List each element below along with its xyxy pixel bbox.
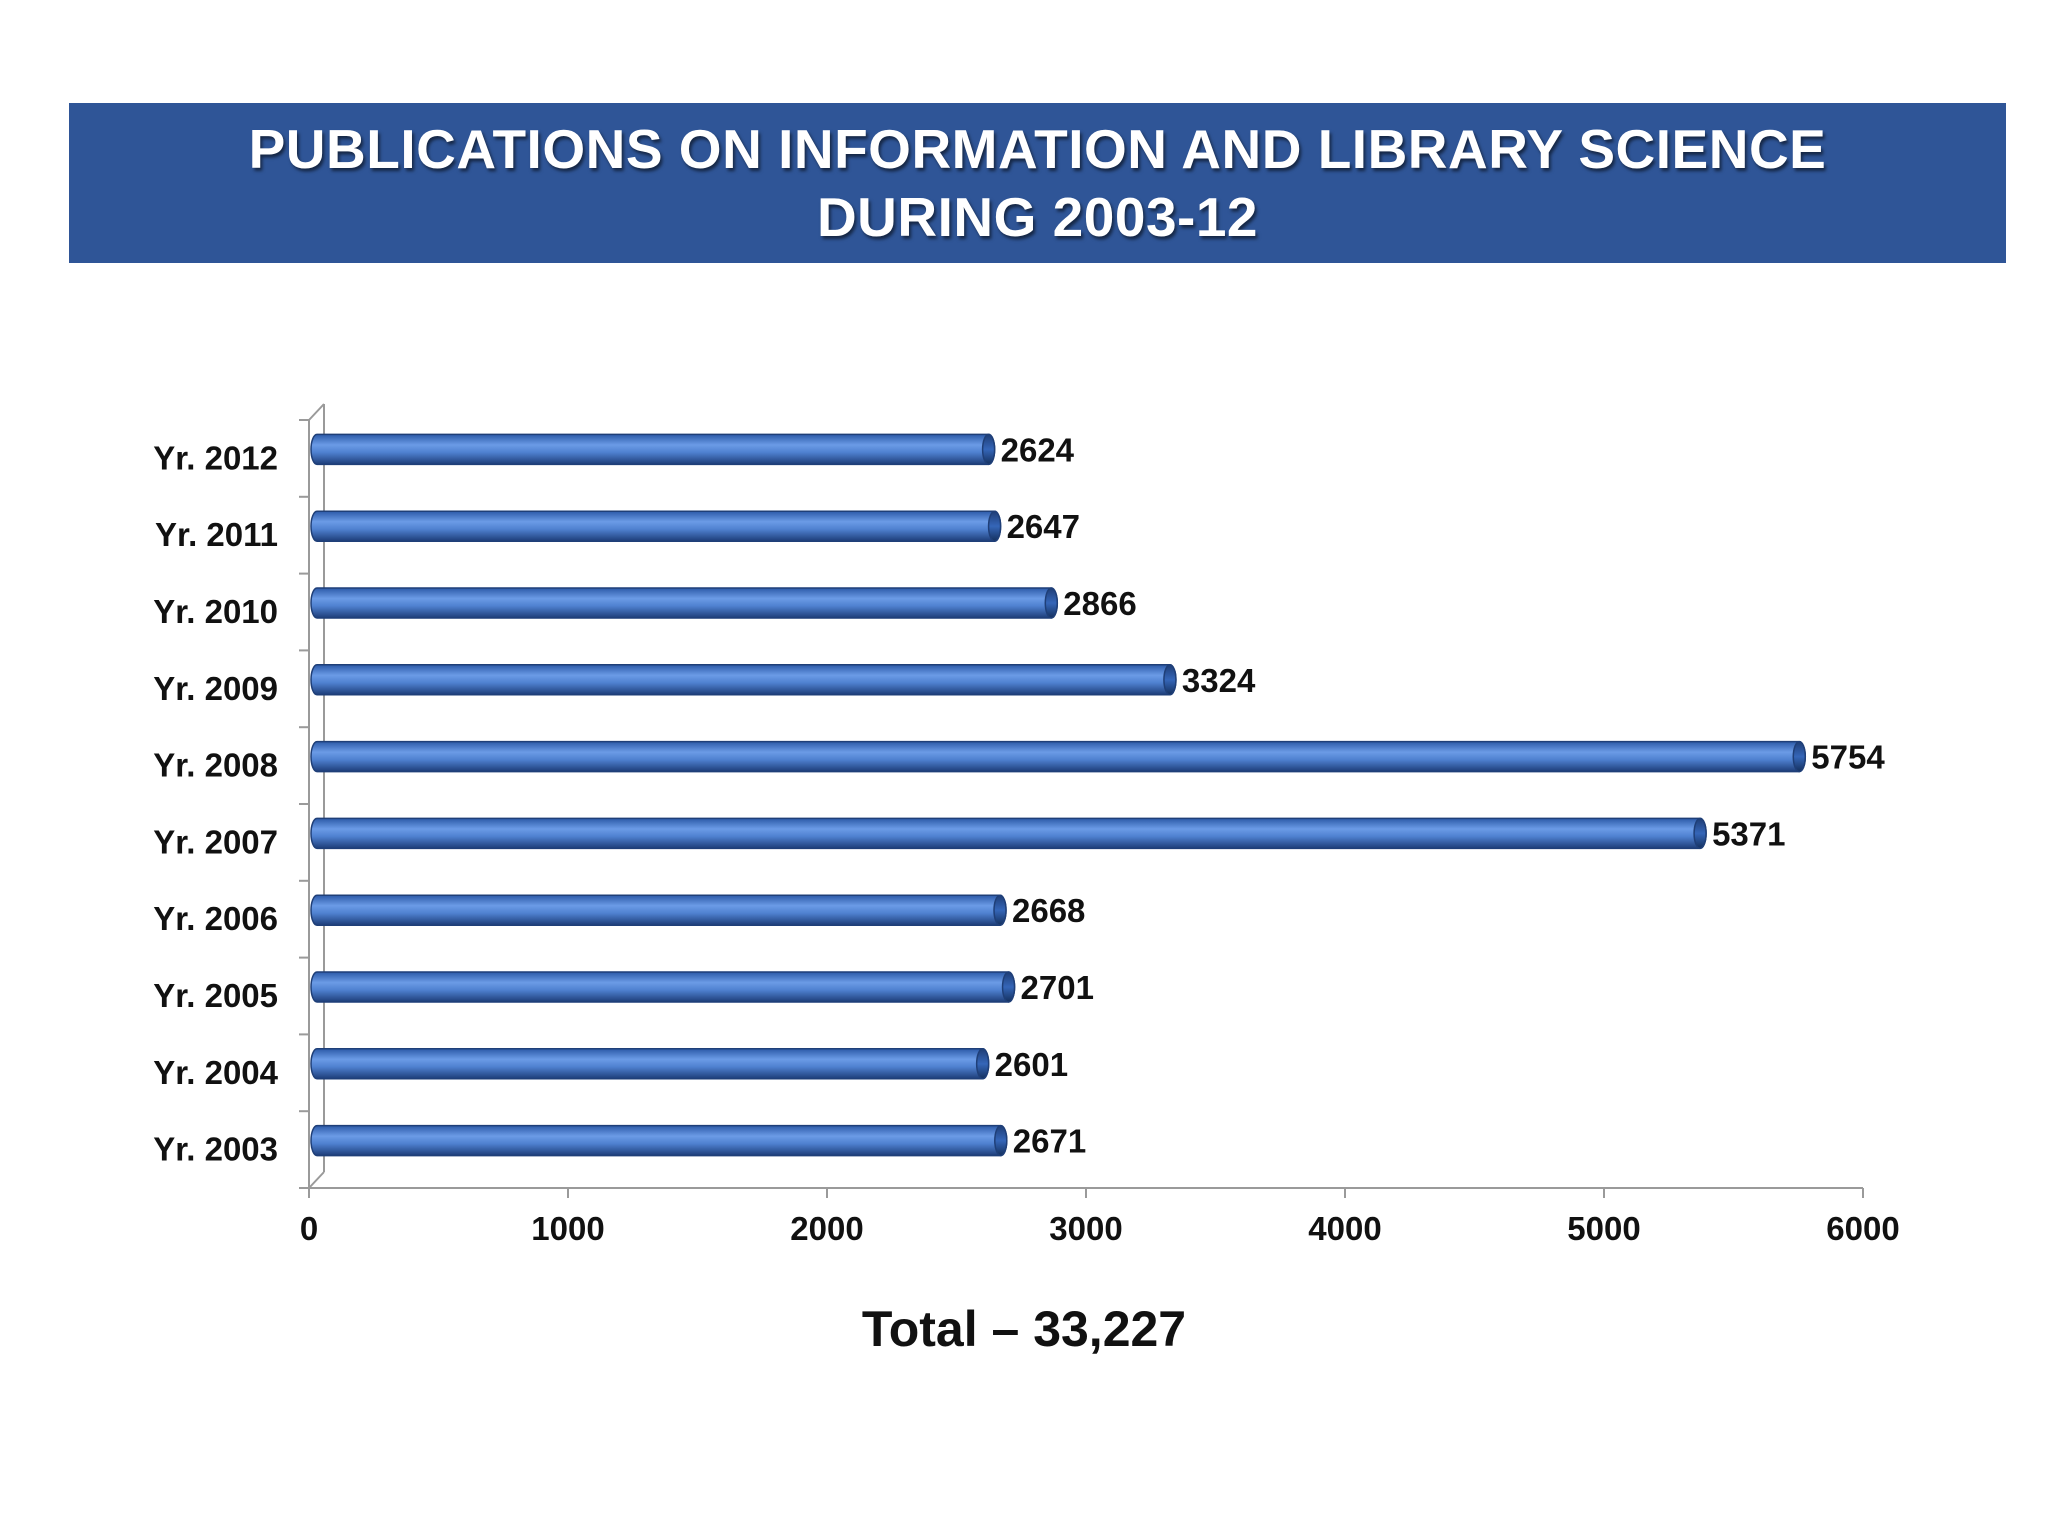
bar-end-cap <box>1001 971 1016 1003</box>
title-banner: PUBLICATIONS ON INFORMATION AND LIBRARY … <box>69 103 2006 263</box>
category-label: Yr. 2009 <box>153 670 278 707</box>
y-axis-depth-top <box>308 403 325 421</box>
bar <box>310 971 1016 1003</box>
data-label: 2601 <box>995 1046 1068 1083</box>
category-label: Yr. 2003 <box>153 1131 278 1168</box>
category-label: Yr. 2006 <box>153 900 278 937</box>
data-label: 2866 <box>1063 585 1136 622</box>
bar <box>310 433 996 466</box>
bar <box>310 1048 990 1080</box>
total-label: Total – 33,227 <box>861 1301 1187 1357</box>
data-label: 5754 <box>1811 739 1885 776</box>
category-label: Yr. 2011 <box>155 516 278 553</box>
data-label: 2671 <box>1013 1123 1086 1160</box>
bar-end-cap <box>1792 740 1807 773</box>
category-label: Yr. 2008 <box>153 747 278 784</box>
x-tick-label: 6000 <box>1826 1210 1899 1247</box>
chart-title-line-2: DURING 2003-12 <box>816 186 1259 248</box>
bar <box>310 817 1707 850</box>
x-tick-label: 5000 <box>1567 1210 1640 1247</box>
bar-end-cap <box>975 1048 990 1080</box>
category-label: Yr. 2005 <box>153 977 278 1014</box>
category-label: Yr. 2007 <box>153 823 278 860</box>
floor-depth-edge <box>308 1171 325 1189</box>
category-label: Yr. 2012 <box>153 439 278 476</box>
bar <box>310 664 1177 696</box>
bar-end-cap <box>987 510 1002 542</box>
bar <box>310 510 1002 542</box>
bar-end-cap <box>981 433 996 466</box>
bar-end-cap <box>1693 817 1707 850</box>
category-label: Yr. 2010 <box>153 593 278 630</box>
x-tick-label: 3000 <box>1049 1210 1122 1247</box>
bar <box>310 1124 1008 1157</box>
bar <box>310 740 1807 773</box>
x-tick-label: 2000 <box>790 1210 863 1247</box>
bar-end-cap <box>994 1124 1008 1157</box>
data-label: 3324 <box>1182 662 1256 699</box>
data-label: 2668 <box>1012 892 1085 929</box>
bar <box>310 587 1059 619</box>
bar-end-cap <box>993 894 1007 926</box>
bar <box>310 894 1007 926</box>
x-tick-label: 1000 <box>531 1210 604 1247</box>
chart-title-line-1: PUBLICATIONS ON INFORMATION AND LIBRARY … <box>248 118 1827 180</box>
x-tick-label: 0 <box>300 1210 318 1247</box>
data-label: 2624 <box>1001 431 1075 468</box>
category-label: Yr. 2004 <box>153 1054 278 1091</box>
data-label: 5371 <box>1712 815 1785 852</box>
data-label: 2647 <box>1007 508 1080 545</box>
bar-end-cap <box>1163 664 1177 696</box>
bar-end-cap <box>1044 587 1059 619</box>
data-label: 2701 <box>1021 969 1094 1006</box>
x-tick-label: 4000 <box>1308 1210 1381 1247</box>
